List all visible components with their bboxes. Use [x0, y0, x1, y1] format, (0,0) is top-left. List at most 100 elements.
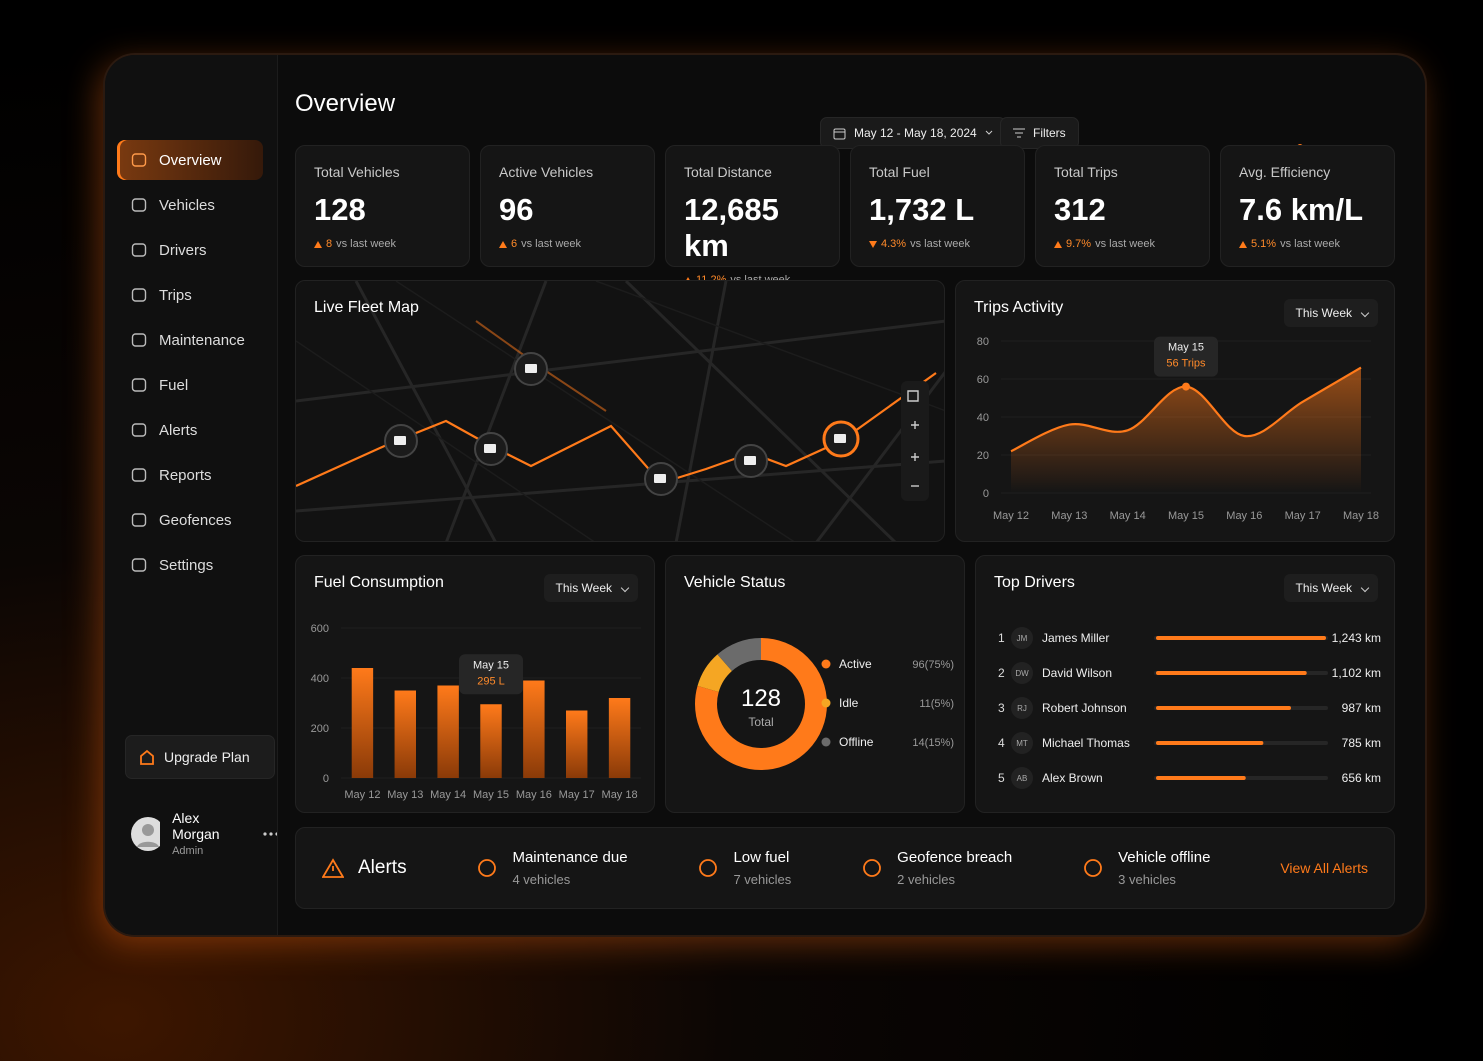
nav-icon [131, 423, 147, 437]
alert-text: Vehicle offline 3 vehicles [1118, 849, 1210, 887]
value-label: 96(75%) [912, 659, 954, 671]
user-role: Admin [172, 845, 204, 857]
rank: 4 [998, 736, 1005, 750]
nav-item[interactable]: Fuel [117, 365, 263, 405]
period-select[interactable]: This Week [1283, 574, 1378, 602]
bar [480, 704, 502, 778]
highlight-point [1182, 382, 1190, 391]
area [1011, 367, 1361, 493]
nav-item[interactable]: Reports [117, 455, 263, 495]
user[interactable]: Alex Morgan Admin [131, 810, 277, 857]
bar [1156, 636, 1326, 640]
alert-item[interactable]: Maintenance due 4 vehicles [476, 849, 628, 887]
avatar [1011, 767, 1033, 789]
trend-arrow [499, 240, 507, 248]
kpi-change: 8 vs last week [314, 238, 451, 250]
alert-item[interactable]: Low fuel 7 vehicles [697, 849, 791, 887]
kpi-card: Total Fuel 1,732 L 4.3% vs last week [850, 145, 1025, 267]
alert-title: Geofence breach [897, 849, 1013, 866]
nav-icon [131, 243, 147, 257]
value-label: 1,243 km [1332, 631, 1381, 645]
date-picker[interactable]: May 12 - May 18, 2024 [820, 117, 1006, 149]
fuel-card: 0 200 400 600 May 12 May 13 May 14 May 15 May 16… [295, 555, 655, 813]
alert-item[interactable]: Geofence breach 2 vehicles [861, 849, 1012, 887]
change-value: 6 [511, 238, 518, 250]
nav-item[interactable]: Trips [117, 275, 263, 315]
kpi-change: 4.3% vs last week [869, 238, 1006, 250]
card-title: Vehicle Status [684, 574, 786, 591]
x-tick-label: May 14 [1110, 510, 1146, 522]
change-note: vs last week [910, 238, 970, 250]
x-tick-label: May 14 [430, 789, 466, 801]
nav-icon [131, 288, 147, 302]
view-all-link[interactable]: View All Alerts [1280, 860, 1368, 876]
nav-item[interactable]: Geofences [117, 500, 263, 540]
nav-icon [131, 513, 147, 527]
x-tick-label: May 13 [1051, 510, 1087, 522]
upgrade-button[interactable]: Upgrade Plan [125, 735, 275, 779]
kpi-label: Active Vehicles [499, 164, 594, 180]
rank: 1 [998, 631, 1005, 645]
fuel-chart: 0 200 400 600 May 12 May 13 May 14 May 15 May 16… [311, 623, 641, 801]
icon-shape [699, 859, 718, 877]
nav-icon [131, 153, 147, 167]
change-value: 4.3% [881, 238, 907, 250]
bar [566, 710, 588, 778]
icon-shape [131, 153, 147, 167]
alert-item[interactable]: Vehicle offline 3 vehicles [1082, 849, 1210, 887]
tooltip-title: May 15 [473, 659, 509, 671]
map-card: Live Fleet Map [295, 280, 945, 542]
nav-item[interactable]: Vehicles [117, 185, 263, 225]
y-tick-label: 0 [323, 773, 329, 785]
nav-item[interactable]: Maintenance [117, 320, 263, 360]
y-tick-label: 80 [977, 336, 989, 348]
alert-icon [699, 859, 718, 877]
x-tick-label: May 13 [387, 789, 423, 801]
status-card: Active 96(75%) Idle 11(5%) Offline 14(15%) 128… [665, 555, 965, 813]
nav-item[interactable]: Alerts [117, 410, 263, 450]
nav-item[interactable]: Drivers [117, 230, 263, 270]
donut-total: 128 [741, 685, 781, 712]
y-tick-label: 400 [311, 673, 329, 685]
kpi-value: 7.6 km/L [1239, 192, 1364, 227]
legend-dot [821, 659, 831, 669]
rank: 3 [998, 701, 1005, 715]
alert-detail: 2 vehicles [897, 872, 955, 887]
value-label: 656 km [1342, 771, 1381, 785]
date-range: May 12 - May 18, 2024 [854, 126, 977, 140]
bar [1156, 706, 1291, 710]
initials: DW [1015, 669, 1029, 678]
x-tick-label: May 15 [473, 789, 509, 801]
kpi-label: Total Fuel [869, 164, 930, 180]
period-select[interactable]: This Week [543, 574, 638, 602]
icon-shape [131, 468, 147, 482]
period-select[interactable]: This Week [1283, 299, 1378, 327]
icon-shape [131, 558, 147, 572]
alert-title: Maintenance due [512, 849, 628, 866]
icon [140, 749, 154, 765]
driver-name: Michael Thomas [1042, 736, 1130, 750]
icon-shape [131, 243, 147, 257]
filters-button[interactable]: Filters [1000, 117, 1079, 149]
bar [351, 668, 374, 778]
change-value: 9.7% [1066, 238, 1092, 250]
nav-item[interactable]: Settings [117, 545, 263, 585]
kpi-value: 312 [1054, 192, 1106, 227]
driver-name: Alex Brown [1042, 771, 1103, 785]
nav-label: Trips [159, 286, 192, 304]
rank: 2 [998, 666, 1005, 680]
y-tick-label: 600 [311, 623, 329, 635]
bar [523, 680, 545, 778]
kpi-label: Avg. Efficiency [1239, 164, 1331, 180]
filters-label: Filters [1033, 126, 1066, 140]
nav-icon [131, 378, 147, 392]
alert-title: Low fuel [733, 849, 790, 866]
dashboard: Overview Vehicles Drivers Trips Maintenance F… [105, 55, 1425, 935]
drivers-chart: 1 JM James Miller 1,243 km 2 DW David Wilson 1,… [998, 627, 1381, 789]
nav-item[interactable]: Overview [117, 140, 263, 180]
x-tick-label: May 15 [1168, 510, 1204, 522]
icon [1013, 128, 1025, 138]
nav-icon [131, 558, 147, 572]
kpi-change: 9.7% vs last week [1054, 238, 1191, 250]
